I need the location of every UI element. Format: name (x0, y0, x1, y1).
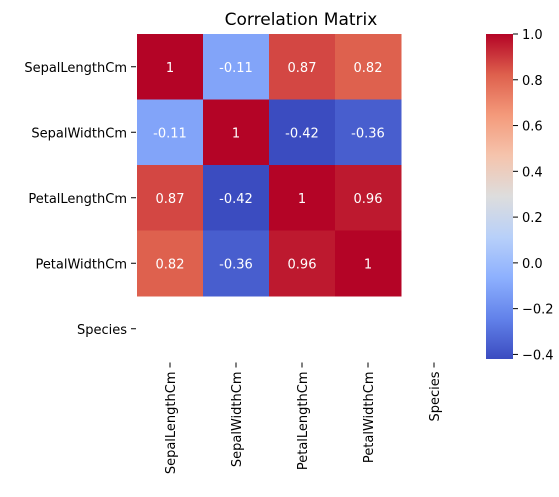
heatmap-cell (203, 230, 270, 297)
heatmap-cells: 1 -0.11 0.87 0.82 -0.11 1 -0.42 -0.36 0.87 -0.42 1… (137, 34, 402, 297)
column-label: PetalLengthCm (296, 372, 311, 471)
row-label: SepalLengthCm (24, 61, 127, 76)
heatmap-cell (269, 34, 336, 100)
row-tick-labels: SepalLengthCm SepalWidthCm PetalLengthCm Pe… (24, 61, 136, 338)
colorbar-tick-label: 0.6 (522, 120, 543, 135)
row-label: PetalLengthCm (28, 192, 127, 207)
row-label: Species (77, 323, 127, 338)
cell-value-label: 0.82 (156, 257, 185, 272)
colorbar-tick-label: 0.0 (522, 257, 543, 272)
row-label: SepalWidthCm (31, 126, 127, 141)
column-label: SepalWidthCm (230, 372, 245, 468)
cell-value-label: -0.36 (219, 257, 253, 272)
cell-value-label: 1 (364, 257, 372, 272)
cell-value-label: 1 (166, 61, 174, 76)
cell-value-label: -0.42 (285, 126, 319, 141)
heatmap-cell (137, 165, 204, 231)
cell-value-label: -0.11 (219, 61, 253, 76)
heatmap-cell (203, 34, 270, 100)
colorbar-tick-label: 0.4 (522, 165, 543, 180)
heatmap-cell (335, 230, 402, 297)
colorbar-tick-label: 0.8 (522, 74, 543, 89)
column-label: SepalLengthCm (164, 372, 179, 475)
row-label: PetalWidthCm (35, 257, 127, 272)
cell-value-label: 0.96 (354, 192, 383, 207)
cell-value-label: 0.96 (288, 257, 317, 272)
colorbar-tick-label: 0.2 (522, 211, 543, 226)
cell-value-label: -0.36 (351, 126, 385, 141)
colorbar-tick-label: −0.2 (522, 303, 554, 318)
heatmap-cell (137, 34, 204, 100)
column-label: PetalWidthCm (362, 372, 377, 464)
heatmap-cell (269, 230, 336, 297)
heatmap-cell (269, 165, 336, 231)
heatmap-cell (335, 99, 402, 166)
cell-value-label: -0.42 (219, 192, 253, 207)
cell-value-label: 0.87 (288, 61, 317, 76)
chart-title: Correlation Matrix (225, 10, 378, 30)
colorbar-ticks: 1.0 0.8 0.6 0.4 0.2 0.0 −0.2 −0.4 (513, 28, 554, 363)
heatmap-cell (335, 165, 402, 231)
cell-value-label: -0.11 (153, 126, 187, 141)
heatmap-cell (269, 99, 336, 166)
heatmap-cell (335, 34, 402, 100)
heatmap-cell (203, 99, 270, 166)
heatmap-cell (137, 230, 204, 297)
heatmap-cell (137, 99, 204, 166)
cell-value-label: 0.87 (156, 192, 185, 207)
column-label: Species (428, 371, 443, 421)
column-tick-labels: SepalLengthCm SepalWidthCm PetalLengthCm Pe… (164, 362, 443, 475)
cell-value-label: 1 (298, 192, 306, 207)
cell-value-label: 1 (232, 126, 240, 141)
colorbar (486, 34, 513, 359)
heatmap-cell (203, 165, 270, 231)
colorbar-tick-label: −0.4 (522, 348, 554, 363)
colorbar-tick-label: 1.0 (522, 28, 543, 43)
cell-value-label: 0.82 (354, 61, 383, 76)
